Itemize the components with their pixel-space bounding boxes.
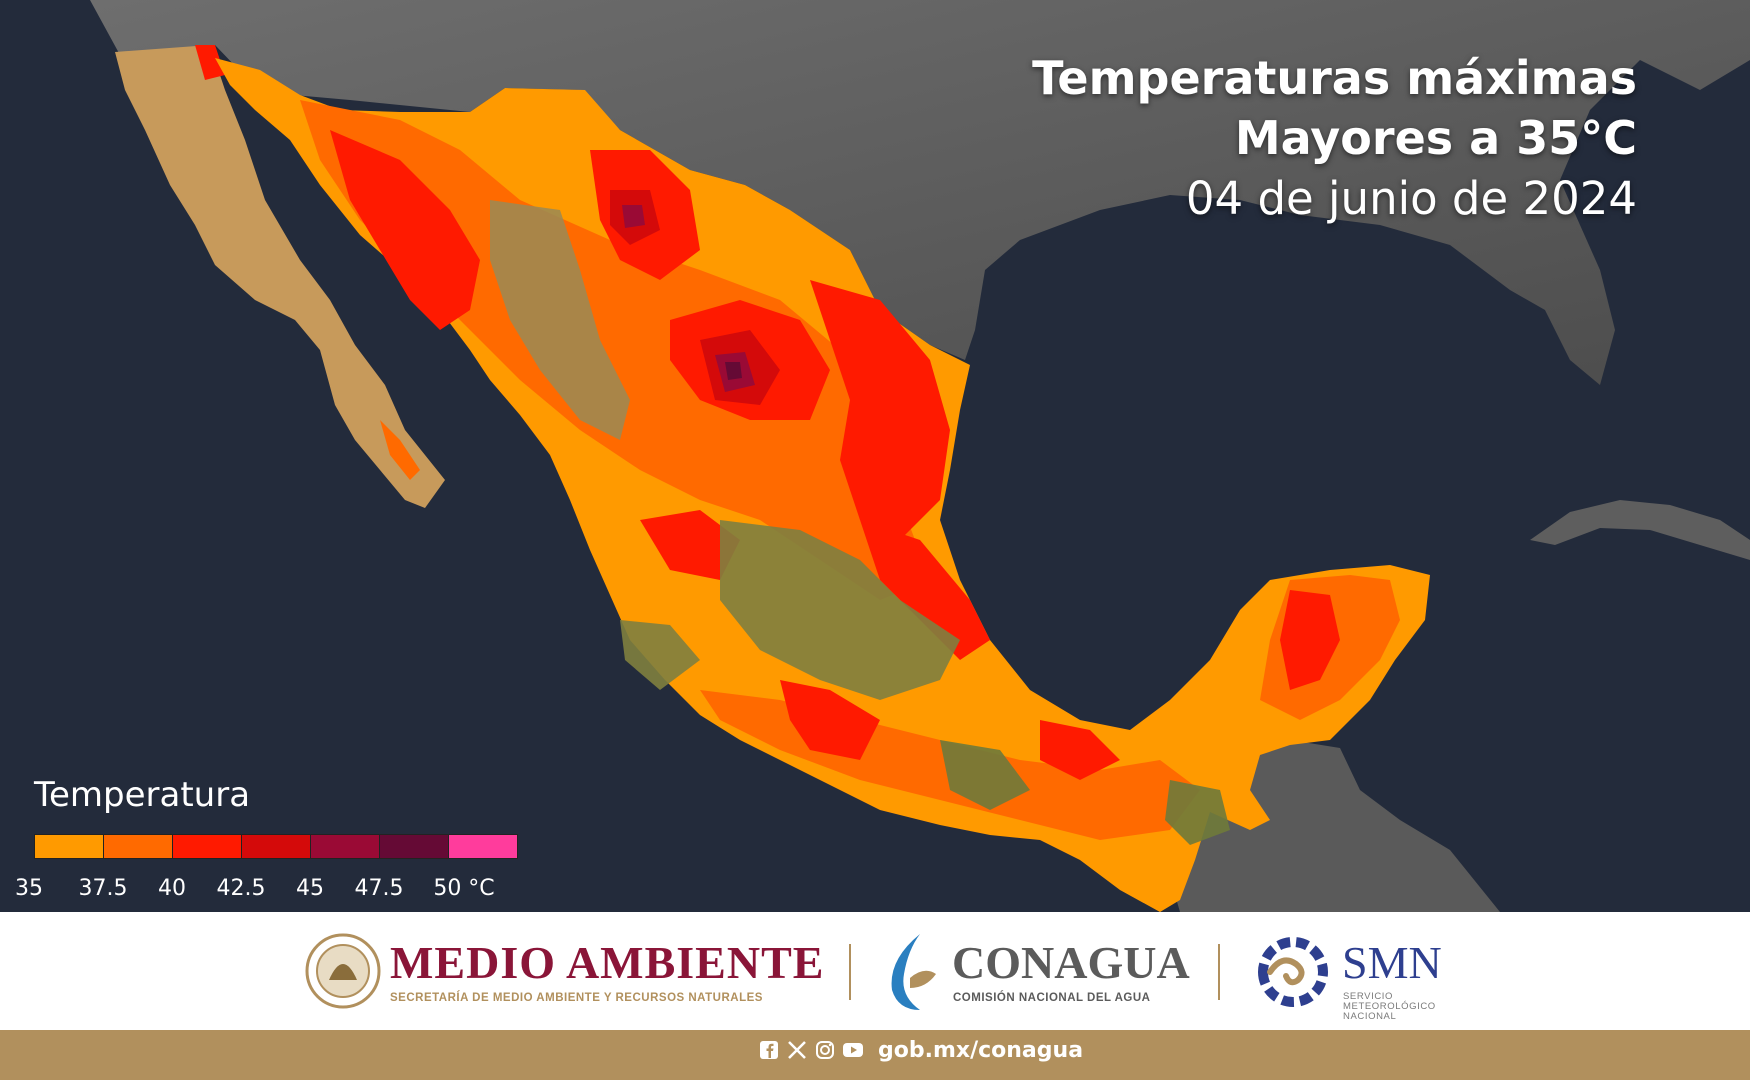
website-link[interactable]: gob.mx/conagua [878,1038,1084,1063]
baja-california [115,45,445,508]
map-graphic [90,0,1750,912]
legend-tick-label: 47.5 [354,876,404,901]
smn-logo-text: SMN [1342,937,1442,988]
map-title: Temperaturas máximas [1032,51,1637,105]
divider [1218,944,1220,1000]
smn-logo-icon [1258,937,1329,1007]
legend-swatch [35,835,104,858]
zone-40-guerrero [780,680,880,760]
map-subtitle: Mayores a 35°C [1234,111,1637,165]
legend-tick-label: 35 [15,876,43,901]
temperature-legend: Temperatura 35 37.5 40 42.5 45 47.5 50 °C [15,775,536,905]
baja-heat-south [380,420,420,480]
legend-swatch [242,835,311,858]
legend-swatch [173,835,242,858]
legend-swatch [380,835,449,858]
temperature-map [90,0,1750,912]
legend-swatch [449,835,517,858]
highland-sierra-madre [490,200,630,440]
conagua-subtitle: COMISIÓN NACIONAL DEL AGUA [953,992,1151,1004]
highland-oaxaca [940,740,1030,810]
zone-40-tabasco [1040,720,1120,780]
conagua-logo-icon [891,934,936,1010]
instagram-icon[interactable] [814,1040,836,1062]
social-links [758,1040,864,1062]
x-icon[interactable] [786,1040,808,1062]
zone-47_5-coahuila [725,362,742,380]
zone-40-tamaulipas [860,520,990,660]
map-title-block: Temperaturas máximas Mayores a 35°C 04 d… [1032,48,1637,230]
map-date: 04 de junio de 2024 [1185,172,1637,225]
baja-heat-north [195,45,225,80]
usa-land [90,0,1750,385]
legend-tick-label: 50 °C [433,876,495,901]
divider [849,944,851,1000]
facebook-icon[interactable] [758,1040,780,1062]
zone-40-sonora [330,130,480,330]
legend-tick-label: 45 [296,876,324,901]
zone-40-yucatan [1280,590,1340,690]
youtube-icon[interactable] [842,1040,864,1062]
footer-logos: MEDIO AMBIENTE SECRETARÍA DE MEDIO AMBIE… [0,912,1750,1030]
conagua-logo-text: CONAGUA [952,937,1190,988]
highland-jalisco [620,620,700,690]
zone-40-nuevoleon [810,280,950,540]
legend-title: Temperatura [34,775,251,815]
cuba-land [1530,500,1750,560]
legend-tick-label: 40 [158,876,186,901]
highland-chiapas [1165,780,1230,845]
legend-tick-label: 42.5 [216,876,266,901]
legend-color-bar [34,834,518,859]
smn-subtitle: SERVICIO METEOROLÓGICO NACIONAL [1343,991,1436,1022]
legend-tick-label: 37.5 [78,876,128,901]
legend-swatch [104,835,173,858]
medio-ambiente-logo-text: MEDIO AMBIENTE [390,937,825,988]
mexico-coat-of-arms-icon [305,933,381,1009]
zone-45-chihuahua [622,205,645,228]
bottom-bar: gob.mx/conagua [0,1030,1750,1080]
zone-40-michoacan [640,510,740,580]
legend-swatch [311,835,380,858]
medio-ambiente-subtitle: SECRETARÍA DE MEDIO AMBIENTE Y RECURSOS … [390,992,763,1004]
highland-central [720,520,960,700]
